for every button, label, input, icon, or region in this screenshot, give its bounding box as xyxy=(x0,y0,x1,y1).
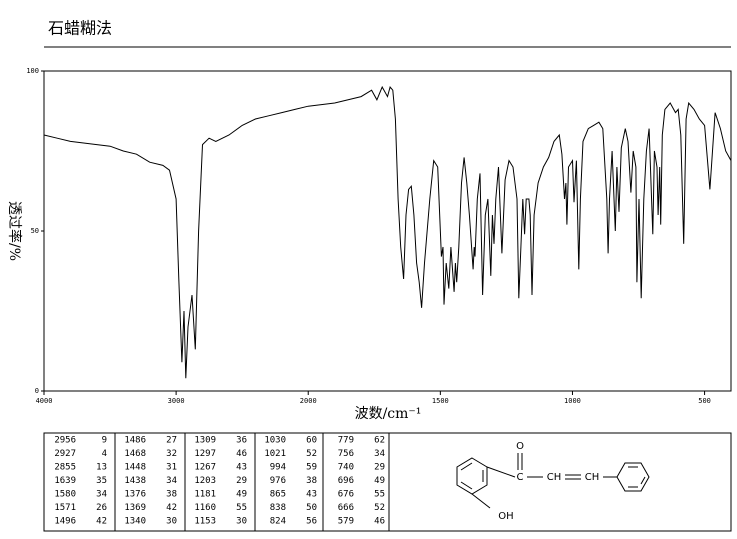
peak-intensity: 4 xyxy=(102,449,107,459)
peak-intensity: 55 xyxy=(374,490,385,500)
peak-intensity: 46 xyxy=(236,449,247,459)
peak-wavenumber: 976 xyxy=(270,476,286,486)
structure-label: C xyxy=(517,472,524,483)
peak-wavenumber: 579 xyxy=(338,517,354,527)
peak-intensity: 52 xyxy=(374,503,385,513)
table-dividers xyxy=(114,433,390,531)
peak-intensity: 36 xyxy=(236,436,247,446)
y-tick-label: 0 xyxy=(35,387,39,395)
peak-wavenumber: 696 xyxy=(338,476,354,486)
peak-intensity: 34 xyxy=(96,490,107,500)
peak-wavenumber: 1030 xyxy=(264,436,286,446)
peak-wavenumber: 1203 xyxy=(194,476,216,486)
peak-intensity: 35 xyxy=(96,476,107,486)
peak-wavenumber: 1153 xyxy=(194,517,216,527)
chart-title: 石蜡糊法 xyxy=(48,19,112,38)
peak-wavenumber: 865 xyxy=(270,490,286,500)
peak-wavenumber: 1309 xyxy=(194,436,216,446)
peak-intensity: 26 xyxy=(96,503,107,513)
peak-wavenumber: 676 xyxy=(338,490,354,500)
peak-wavenumber: 756 xyxy=(338,449,354,459)
peak-wavenumber: 2855 xyxy=(54,463,76,473)
peak-intensity: 43 xyxy=(236,463,247,473)
y-tick-label: 100 xyxy=(26,67,39,75)
peak-intensity: 29 xyxy=(236,476,247,486)
peak-wavenumber: 1448 xyxy=(124,463,146,473)
peak-wavenumber: 1468 xyxy=(124,449,146,459)
peak-intensity: 29 xyxy=(374,463,385,473)
peak-intensity: 49 xyxy=(236,490,247,500)
peak-intensity: 55 xyxy=(236,503,247,513)
peak-intensity: 42 xyxy=(166,503,177,513)
structure-label: O xyxy=(516,441,524,452)
peak-intensity: 38 xyxy=(306,476,317,486)
peak-wavenumber: 838 xyxy=(270,503,286,513)
x-tick-label: 4000 xyxy=(36,397,53,405)
peak-intensity: 52 xyxy=(306,449,317,459)
peak-intensity: 62 xyxy=(374,436,385,446)
peak-wavenumber: 1496 xyxy=(54,517,76,527)
peak-wavenumber: 1021 xyxy=(264,449,286,459)
peak-intensity: 49 xyxy=(374,476,385,486)
peak-wavenumber: 1160 xyxy=(194,503,216,513)
peak-wavenumber: 1376 xyxy=(124,490,146,500)
peak-intensity: 31 xyxy=(166,463,177,473)
peak-wavenumber: 994 xyxy=(270,463,286,473)
table-frame xyxy=(43,432,732,532)
peak-wavenumber: 740 xyxy=(338,463,354,473)
peak-intensity: 46 xyxy=(374,517,385,527)
peak-wavenumber: 1297 xyxy=(194,449,216,459)
x-tick-label: 2000 xyxy=(300,397,317,405)
spectrum-line xyxy=(43,85,732,379)
structure-label: OH xyxy=(498,511,513,522)
peak-wavenumber: 2927 xyxy=(54,449,76,459)
structure-label: CH xyxy=(585,472,600,483)
peak-wavenumber: 1340 xyxy=(124,517,146,527)
x-tick-label: 1500 xyxy=(432,397,449,405)
peak-wavenumber: 1181 xyxy=(194,490,216,500)
peak-wavenumber: 1571 xyxy=(54,503,76,513)
x-tick-label: 1000 xyxy=(564,397,581,405)
peak-wavenumber: 1267 xyxy=(194,463,216,473)
peak-intensity: 60 xyxy=(306,436,317,446)
peak-wavenumber: 666 xyxy=(338,503,354,513)
x-axis-label: 波数/cm⁻¹ xyxy=(355,406,422,422)
peak-wavenumber: 779 xyxy=(338,436,354,446)
peak-intensity: 34 xyxy=(374,449,385,459)
plot-frame xyxy=(43,70,732,392)
peak-intensity: 34 xyxy=(166,476,177,486)
peak-wavenumber: 1369 xyxy=(124,503,146,513)
peak-intensity: 32 xyxy=(166,449,177,459)
peak-intensity: 27 xyxy=(166,436,177,446)
peak-wavenumber: 2956 xyxy=(54,436,76,446)
peak-intensity: 42 xyxy=(96,517,107,527)
y-tick-label: 50 xyxy=(31,227,39,235)
peak-intensity: 43 xyxy=(306,490,317,500)
x-tick-label: 500 xyxy=(698,397,711,405)
peak-intensity: 56 xyxy=(306,517,317,527)
peak-wavenumber: 824 xyxy=(270,517,286,527)
peak-intensity: 30 xyxy=(236,517,247,527)
peak-intensity: 13 xyxy=(96,463,107,473)
peak-intensity: 59 xyxy=(306,463,317,473)
structure-bonds xyxy=(456,453,650,509)
y-axis-label: 透过率/% xyxy=(6,201,23,261)
x-tick-label: 3000 xyxy=(168,397,185,405)
peak-intensity: 9 xyxy=(102,436,107,446)
peak-intensity: 50 xyxy=(306,503,317,513)
peak-wavenumber: 1639 xyxy=(54,476,76,486)
peak-intensity: 38 xyxy=(166,490,177,500)
peak-wavenumber: 1580 xyxy=(54,490,76,500)
structure-label: CH xyxy=(547,472,562,483)
peak-wavenumber: 1438 xyxy=(124,476,146,486)
peak-intensity: 30 xyxy=(166,517,177,527)
peak-wavenumber: 1486 xyxy=(124,436,146,446)
